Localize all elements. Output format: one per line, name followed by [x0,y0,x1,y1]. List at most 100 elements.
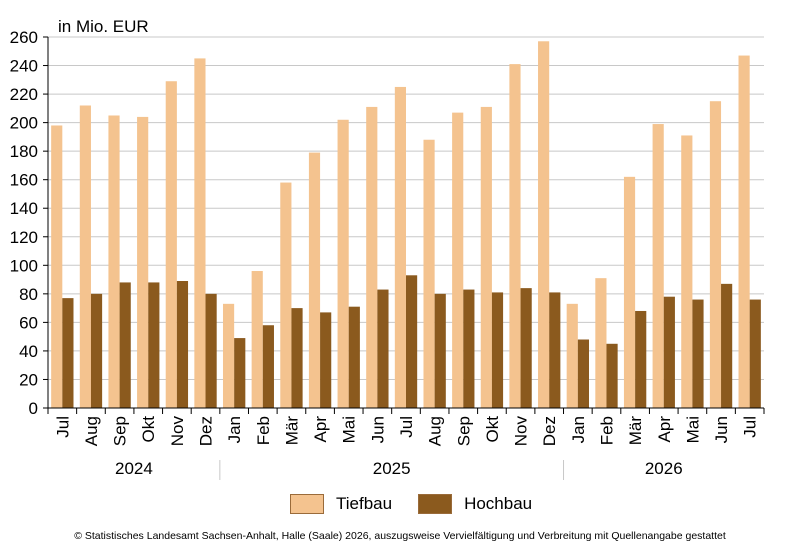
bar-tiefbau [480,106,492,409]
x-tick-label: Okt [483,416,502,443]
bar-hochbau [119,282,131,408]
bar-hochbau [721,283,733,408]
bar-hochbau [90,293,103,408]
x-tick-label: Mär [626,416,645,446]
bar-hochbau [577,339,590,408]
bar-tiefbau [337,119,349,408]
bar-chart: 0 20 40 60 80 100 120 140 160 180 200 220 240 260 Jul… [10,17,765,480]
y-tick-label: 140 [10,199,38,218]
bar-hochbau [463,289,475,408]
y-tick-label: 100 [10,256,38,275]
y-tick-label: 200 [10,114,38,133]
x-tick-label: Jun [712,416,731,443]
bar-hochbau [635,310,647,408]
bar-hochbau [520,288,532,408]
y-tick-label: 80 [19,285,38,304]
x-tick-label: Mai [683,416,702,443]
x-tick-label: Dez [540,416,559,446]
bar-hochbau [434,293,446,408]
bar-hochbau [406,275,418,408]
bar-tiefbau [394,86,406,408]
x-tick-label: Sep [111,416,130,446]
bar-hochbau [234,338,246,408]
x-axis: Jul Aug Sep Okt Nov Dez Jan Feb Mär Apr Mai Jun Jul A… [47,407,765,480]
x-tick-label: Mai [340,416,359,443]
legend-item-hochbau: Hochbau [418,494,532,514]
bar-tiefbau [623,176,636,408]
bar-tiefbau [51,125,63,408]
legend-label-tiefbau: Tiefbau [336,494,393,513]
bar-hochbau [377,289,389,408]
x-tick-label: Aug [82,416,101,446]
bar-hochbau [262,325,274,408]
legend-label-hochbau: Hochbau [464,494,533,513]
x-tick-label: Dez [197,416,216,446]
bar-tiefbau [194,58,206,409]
x-tick-label: Sep [454,416,473,446]
legend: Tiefbau Hochbau [290,494,558,514]
bar-tiefbau [308,152,321,408]
bar-tiefbau [222,303,235,408]
x-tick-label: Mär [282,416,301,446]
bar-hochbau [176,281,189,408]
y-tick-label: 0 [29,399,38,418]
bar-tiefbau [423,139,435,408]
bar-tiefbau [366,106,378,409]
y-tick-label: 260 [10,28,38,47]
bar-hochbau [606,343,618,408]
year-label: 2025 [373,459,411,478]
legend-item-tiefbau: Tiefbau [290,494,392,514]
unit-label: in Mio. EUR [58,17,149,36]
y-tick-label: 160 [10,171,38,190]
bar-tiefbau [566,303,578,408]
x-tick-label: Aug [426,416,445,446]
bar-hochbau [320,312,332,408]
x-tick-label: Feb [254,416,273,445]
bar-hochbau [749,299,761,408]
x-tick-label: Apr [655,416,674,443]
bar-hochbau [692,299,704,408]
x-tick-label: Jul [53,416,72,438]
y-tick-label: 220 [10,85,38,104]
x-tick-label: Jan [569,416,588,443]
bar-tiefbau [79,105,91,408]
bar-tiefbau [165,81,177,408]
year-label: 2026 [645,459,683,478]
y-axis: 0 20 40 60 80 100 120 140 160 180 200 220 240 260 [10,28,49,418]
bar-hochbau [663,296,675,408]
y-tick-label: 20 [19,370,38,389]
bar-hochbau [491,292,504,408]
bars [51,41,761,409]
bar-hochbau [148,282,160,408]
copyright-footer: © Statistisches Landesamt Sachsen-Anhalt… [74,530,726,542]
bar-tiefbau [137,116,149,409]
bar-hochbau [291,308,303,408]
bar-tiefbau [251,271,263,408]
x-tick-label: Jun [368,416,387,443]
x-tick-label: Jul [397,416,416,438]
bar-hochbau [348,306,360,408]
y-tick-label: 240 [10,57,38,76]
bar-tiefbau [738,55,750,409]
legend-swatch-tiefbau [290,494,324,514]
bar-tiefbau [509,64,521,408]
bar-hochbau [549,292,561,408]
bar-tiefbau [108,115,120,408]
year-label: 2024 [115,459,153,478]
bar-tiefbau [709,101,722,408]
bar-tiefbau [652,124,664,409]
x-tick-label: Nov [512,416,531,447]
x-tick-label: Jan [225,416,244,443]
bar-tiefbau [280,182,292,408]
x-tick-label: Okt [139,416,158,443]
legend-swatch-hochbau [418,494,453,514]
x-tick-label: Apr [311,416,330,443]
bar-tiefbau [452,112,464,408]
y-tick-label: 60 [19,313,38,332]
x-tick-label: Jul [741,416,760,438]
y-tick-label: 40 [19,342,38,361]
x-tick-label: Nov [168,416,187,447]
bar-tiefbau [595,278,607,408]
y-tick-label: 180 [10,142,38,161]
bar-hochbau [62,298,74,408]
